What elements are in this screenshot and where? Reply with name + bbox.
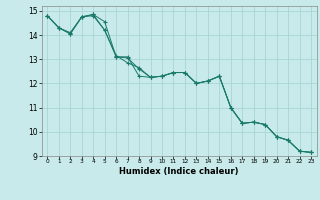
X-axis label: Humidex (Indice chaleur): Humidex (Indice chaleur): [119, 167, 239, 176]
